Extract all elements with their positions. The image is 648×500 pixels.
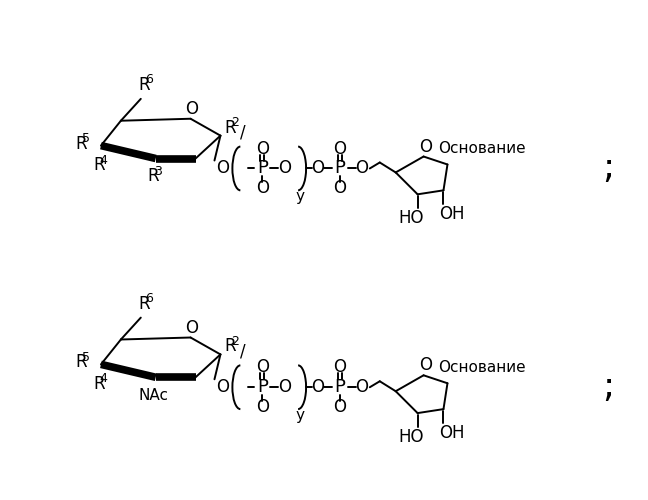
Text: R: R — [224, 118, 236, 136]
Text: R: R — [93, 156, 104, 174]
Text: O: O — [185, 318, 198, 336]
Text: P: P — [257, 378, 268, 396]
Text: HO: HO — [399, 209, 424, 227]
Text: O: O — [216, 378, 229, 396]
Text: O: O — [278, 378, 291, 396]
Text: O: O — [256, 398, 269, 416]
Text: 6: 6 — [145, 292, 153, 305]
Text: O: O — [278, 160, 291, 178]
Text: R: R — [224, 338, 236, 355]
Text: P: P — [334, 378, 345, 396]
Text: R: R — [93, 375, 104, 393]
Text: Основание: Основание — [439, 141, 526, 156]
Text: y: y — [295, 189, 305, 204]
Text: O: O — [334, 398, 347, 416]
Text: 4: 4 — [100, 372, 108, 386]
Text: R: R — [148, 168, 159, 186]
Text: R: R — [75, 134, 87, 152]
Text: 6: 6 — [145, 73, 153, 86]
Text: P: P — [334, 160, 345, 178]
Text: R: R — [75, 354, 87, 372]
Text: O: O — [312, 160, 325, 178]
Text: 4: 4 — [100, 154, 108, 166]
Text: O: O — [256, 140, 269, 158]
Text: O: O — [216, 160, 229, 178]
Text: R: R — [139, 294, 150, 312]
Text: 2: 2 — [231, 116, 239, 129]
Text: O: O — [185, 100, 198, 118]
Text: O: O — [334, 358, 347, 376]
Text: 3: 3 — [154, 164, 162, 177]
Text: Основание: Основание — [439, 360, 526, 375]
Text: O: O — [355, 160, 368, 178]
Text: O: O — [419, 356, 432, 374]
Text: O: O — [256, 180, 269, 198]
Text: 5: 5 — [82, 132, 89, 144]
Text: /: / — [240, 342, 245, 360]
Text: HO: HO — [399, 428, 424, 446]
Text: NAc: NAc — [139, 388, 168, 402]
Text: 2: 2 — [231, 334, 239, 347]
Text: O: O — [419, 138, 432, 156]
Text: O: O — [355, 378, 368, 396]
Text: O: O — [312, 378, 325, 396]
Text: /: / — [240, 124, 245, 142]
Text: P: P — [257, 160, 268, 178]
Text: O: O — [334, 140, 347, 158]
Text: OH: OH — [439, 205, 464, 223]
Text: 5: 5 — [82, 350, 89, 364]
Text: O: O — [334, 180, 347, 198]
Text: y: y — [295, 408, 305, 422]
Text: R: R — [139, 76, 150, 94]
Text: O: O — [256, 358, 269, 376]
Text: ;: ; — [603, 152, 615, 186]
Text: OH: OH — [439, 424, 464, 442]
Text: ;: ; — [603, 370, 615, 404]
